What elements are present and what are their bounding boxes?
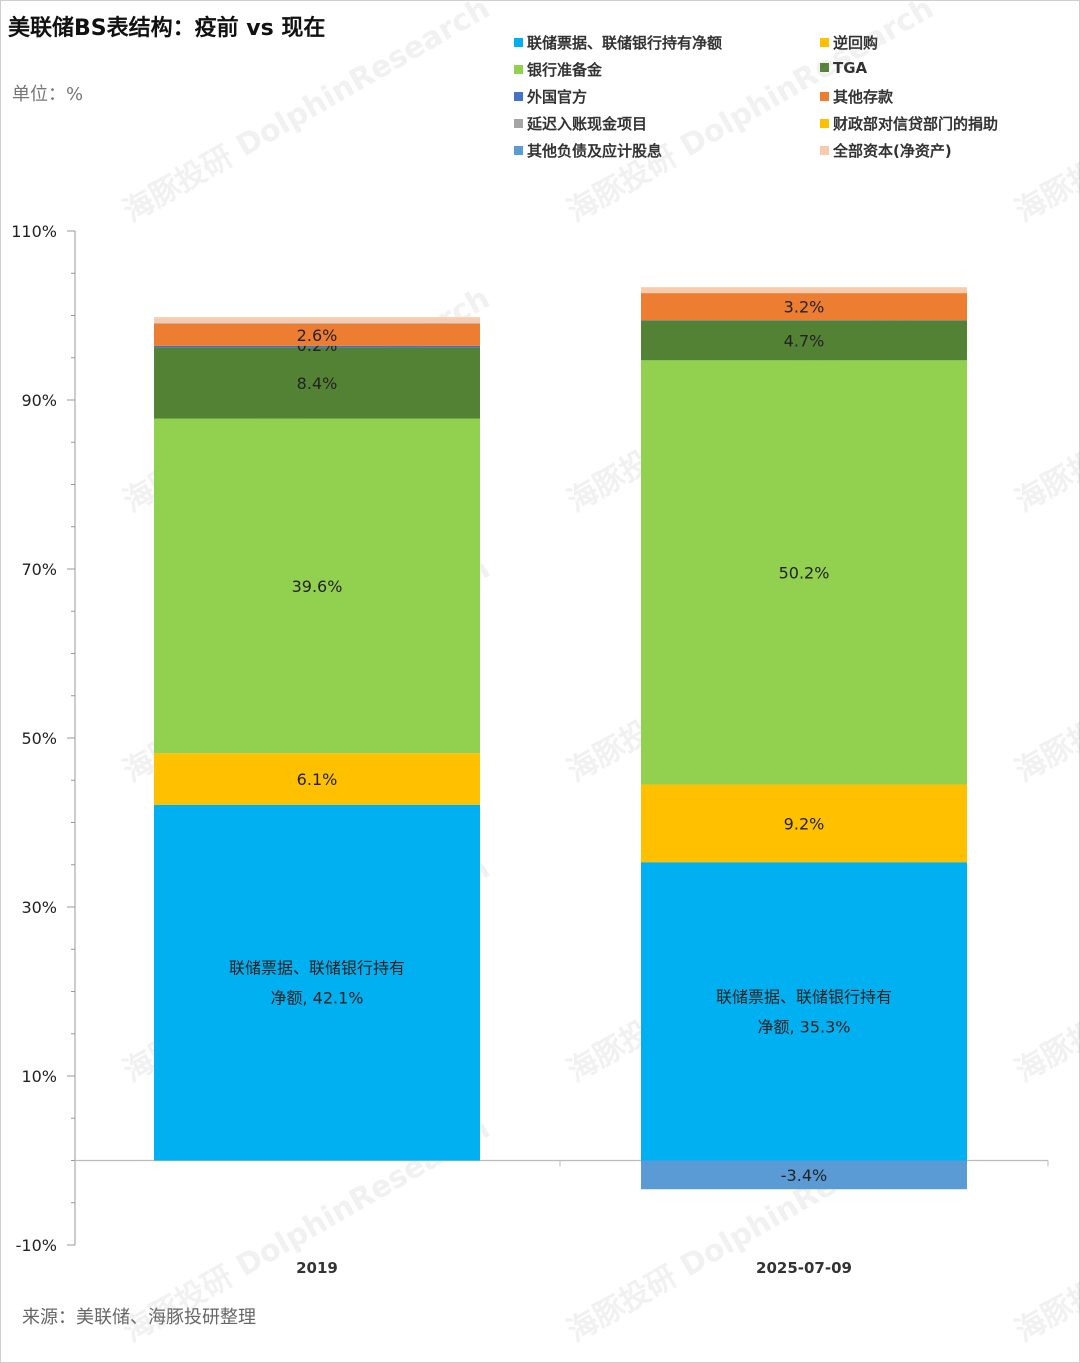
bar-segment bbox=[641, 287, 967, 294]
data-label: 净额, 35.3% bbox=[757, 1017, 850, 1036]
y-tick-label: 90% bbox=[21, 391, 57, 410]
legend-swatch bbox=[514, 65, 523, 74]
legend-item: 延迟入账现金项目 bbox=[514, 113, 647, 134]
y-tick-label: 110% bbox=[11, 222, 57, 241]
data-label: 3.2% bbox=[784, 298, 825, 317]
y-tick-label: 50% bbox=[21, 729, 57, 748]
legend-label: 财政部对信贷部门的捐助 bbox=[833, 115, 999, 133]
legend-swatch bbox=[820, 119, 829, 128]
legend-label: 其他负债及应计股息 bbox=[527, 142, 663, 160]
legend-swatch bbox=[820, 146, 829, 155]
bar-segment bbox=[641, 320, 967, 361]
data-label: 4.7% bbox=[784, 331, 825, 350]
legend-item: 其他存款 bbox=[820, 86, 893, 107]
legend-item: TGA bbox=[820, 59, 867, 77]
bar-segment bbox=[154, 317, 480, 324]
data-label: 联储票据、联储银行持有 bbox=[716, 987, 892, 1006]
legend-swatch bbox=[820, 92, 829, 101]
bar-segment bbox=[154, 323, 480, 346]
legend-item: 其他负债及应计股息 bbox=[514, 140, 662, 161]
legend-label: 联储票据、联储银行持有净额 bbox=[527, 34, 723, 52]
legend-swatch bbox=[514, 146, 523, 155]
legend-item: 逆回购 bbox=[820, 32, 878, 53]
data-label: 50.2% bbox=[779, 563, 830, 582]
legend-item: 财政部对信贷部门的捐助 bbox=[820, 113, 998, 134]
legend-label: 银行准备金 bbox=[527, 61, 603, 79]
bar-segment bbox=[154, 804, 480, 1161]
legend-label: 全部资本(净资产) bbox=[833, 142, 952, 160]
legend-label: 延迟入账现金项目 bbox=[527, 115, 648, 133]
data-label: 2.6% bbox=[297, 326, 338, 345]
legend-swatch bbox=[820, 63, 829, 72]
data-label: 联储票据、联储银行持有 bbox=[229, 959, 405, 978]
bar-segment bbox=[641, 293, 967, 321]
bar-segment bbox=[641, 1160, 967, 1190]
source-label: 来源：美联储、海豚投研整理 bbox=[22, 1307, 256, 1328]
y-tick-label: 30% bbox=[21, 898, 57, 917]
x-category-label: 2019 bbox=[296, 1259, 338, 1277]
data-label: 6.1% bbox=[297, 770, 338, 789]
bar-segment bbox=[154, 345, 480, 348]
bar-segment bbox=[154, 323, 480, 324]
legend-label: TGA bbox=[833, 59, 868, 77]
legend-label: 其他存款 bbox=[833, 88, 894, 106]
data-label: 8.4% bbox=[297, 374, 338, 393]
chart-title: 美联储BS表结构：疫前 vs 现在 bbox=[8, 16, 326, 41]
bar-segment bbox=[154, 753, 480, 805]
y-tick-label: 10% bbox=[21, 1067, 57, 1086]
unit-label: 单位：% bbox=[12, 84, 84, 105]
legend-item: 外国官方 bbox=[514, 86, 587, 107]
bar-segment bbox=[641, 784, 967, 863]
bar-segment bbox=[641, 862, 967, 1161]
legend-label: 逆回购 bbox=[833, 34, 879, 52]
data-label: 9.2% bbox=[784, 814, 825, 833]
legend-swatch bbox=[514, 92, 523, 101]
bar-segment bbox=[154, 347, 480, 419]
legend-item: 银行准备金 bbox=[514, 59, 602, 80]
legend-label: 外国官方 bbox=[527, 88, 588, 106]
y-tick-label: 70% bbox=[21, 560, 57, 579]
legend-swatch bbox=[820, 38, 829, 47]
x-category-label: 2025-07-09 bbox=[756, 1259, 852, 1277]
legend-item: 联储票据、联储银行持有净额 bbox=[514, 32, 722, 53]
data-label: 39.6% bbox=[292, 577, 343, 596]
data-label: 净额, 42.1% bbox=[270, 989, 363, 1008]
data-label: -3.4% bbox=[781, 1166, 827, 1185]
legend-swatch bbox=[514, 38, 523, 47]
y-tick-label: -10% bbox=[16, 1236, 57, 1255]
legend-item: 全部资本(净资产) bbox=[820, 140, 952, 161]
bar-segment bbox=[154, 418, 480, 754]
legend-swatch bbox=[514, 119, 523, 128]
bar-segment bbox=[641, 360, 967, 785]
